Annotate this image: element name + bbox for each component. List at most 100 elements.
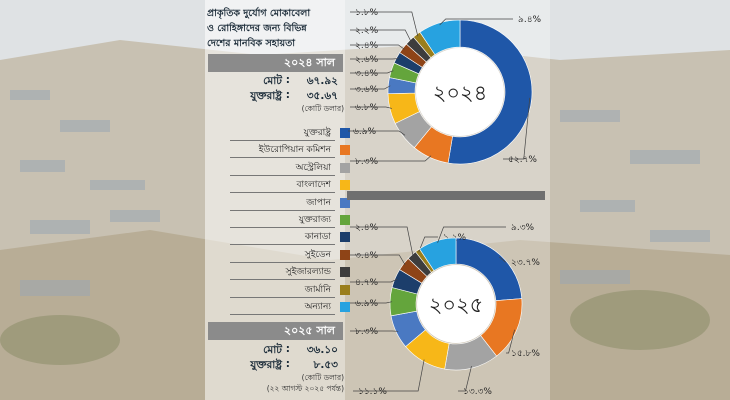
slice-value-label: ৬.৯% xyxy=(353,127,377,137)
legend-swatch xyxy=(340,215,350,225)
donut-center-2025 xyxy=(417,265,495,343)
legend-item: সুইডেন xyxy=(230,247,350,263)
legend-swatch xyxy=(340,128,350,138)
year-2024-header: ২০২৪ সাল xyxy=(208,54,343,72)
slice-leader-line xyxy=(353,359,425,392)
legend-swatch xyxy=(340,197,350,208)
legend-item: অন্যান্য xyxy=(230,299,350,315)
donut-slice xyxy=(419,237,457,272)
legend-swatch xyxy=(340,302,350,312)
legend-swatch xyxy=(340,284,350,295)
colon-separator: : xyxy=(285,89,290,101)
unit-note-2025: (কোটি ডলার) xyxy=(301,373,344,382)
slice-leader-line xyxy=(350,155,432,162)
slice-leader-line xyxy=(503,97,531,160)
slice-leader-line xyxy=(458,366,472,392)
slice-leader-line xyxy=(437,226,506,243)
slice-value-label: ২৩.৭% xyxy=(511,258,540,268)
colon-separator: : xyxy=(285,74,290,86)
legend-label: অন্যান্য xyxy=(304,302,331,312)
slice-value-label: ৮.৩% xyxy=(355,157,379,167)
slice-value-label: ১৩.৩% xyxy=(463,387,492,397)
slice-leader-line xyxy=(350,29,412,43)
slice-leader-line xyxy=(350,226,414,257)
legend-item: যুক্তরাজ্য xyxy=(230,212,350,228)
legend-label: সুইজারল্যান্ড xyxy=(285,267,331,278)
legend-leader-line xyxy=(230,261,335,263)
legend-swatch xyxy=(340,232,350,243)
legend-item: সুইজারল্যান্ড xyxy=(230,264,350,281)
legend-leader-line xyxy=(230,279,335,281)
slice-value-label: ৬.৯% xyxy=(355,299,379,309)
legend-leader-line xyxy=(230,296,335,298)
legend-item: জার্মানি xyxy=(230,282,350,298)
slice-value-label: ৫২.৭% xyxy=(508,155,537,165)
slice-leader-line xyxy=(499,256,506,263)
us-value: ৩৫.৬৭ xyxy=(306,90,338,102)
donut-slice xyxy=(419,19,461,56)
slice-value-label: ২.৪% xyxy=(355,223,379,233)
total-value: ৬৭.৯২ xyxy=(306,75,338,87)
us-label: যুক্তরাষ্ট্র xyxy=(250,359,282,371)
slice-value-label: ১.৮% xyxy=(355,8,379,18)
legend-leader-line xyxy=(230,157,335,159)
total-value: ৩৬.১০ xyxy=(306,344,338,356)
legend-leader-line xyxy=(230,174,335,176)
legend-label: জার্মানি xyxy=(304,284,331,295)
legend-label: যুক্তরাষ্ট্র xyxy=(303,128,331,138)
legend-leader-line xyxy=(230,244,335,246)
unit-note-2024: (কোটি ডলার) xyxy=(301,104,344,113)
legend-leader-line xyxy=(230,209,335,211)
legend-swatch xyxy=(340,249,350,260)
us-value: ৮.৫৩ xyxy=(313,359,338,371)
us-label: যুক্তরাষ্ট্র xyxy=(250,90,282,102)
legend-item: জাপান xyxy=(230,195,350,211)
colon-separator: : xyxy=(285,358,290,370)
legend-leader-line xyxy=(230,314,335,315)
section-divider xyxy=(347,191,545,200)
slice-value-label: ৯.৩% xyxy=(511,223,535,233)
slice-leader-line xyxy=(350,85,391,90)
slice-leader-line xyxy=(350,301,393,304)
title-line: দেশের মানবিক সহায়তা xyxy=(207,38,295,49)
slice-leader-line xyxy=(418,236,438,253)
legend-label: সুইডেন xyxy=(304,249,331,260)
slice-value-label: ২.৬% xyxy=(355,55,379,65)
slice-leader-line xyxy=(439,18,513,26)
total-label: মোট xyxy=(263,344,282,356)
slice-value-label: ৪.৭% xyxy=(355,278,379,288)
slice-leader-line xyxy=(350,278,398,283)
slice-leader-line xyxy=(350,70,394,74)
slice-value-label: ৩.৪% xyxy=(355,251,379,261)
slice-leader-line xyxy=(350,254,406,266)
date-note-2025: (২২ আগস্ট ২০২৫ পর্যন্ত) xyxy=(266,384,344,393)
legend-label: ইউরোপিয়ান কমিশন xyxy=(258,145,331,156)
slice-value-label: ৩.৪% xyxy=(355,69,379,79)
title-line: প্রাকৃতিক দুর্যোগ মোকাবেলা xyxy=(207,8,311,19)
donut-year-label: ২০২৪ xyxy=(433,81,488,105)
donut-year-label: ২০২৫ xyxy=(429,293,484,317)
legend-label: বাংলাদেশ xyxy=(296,180,331,191)
legend-label: অস্ট্রেলিয়া xyxy=(295,162,331,173)
slice-value-label: ৬.৮% xyxy=(355,103,379,113)
donut-slice xyxy=(447,19,533,165)
legend-swatch xyxy=(340,145,350,156)
legend-label: জাপান xyxy=(306,197,331,208)
title-line: ও রোহিঙ্গাদের জন্য বিভিন্ন xyxy=(207,23,307,34)
donut-center-2024 xyxy=(416,48,504,136)
colon-separator: : xyxy=(285,343,290,355)
legend-item: বাংলাদেশ xyxy=(230,177,350,194)
legend-swatch xyxy=(340,267,350,278)
slice-value-label: ৯.৪% xyxy=(518,15,542,25)
slice-leader-line xyxy=(506,329,515,354)
slice-value-label: ২.২% xyxy=(355,26,379,36)
slice-leader-line xyxy=(350,11,419,37)
legend-item: কানাডা xyxy=(230,229,350,246)
slice-value-label: ১১.১% xyxy=(358,387,387,397)
legend-item: যুক্তরাষ্ট্র xyxy=(230,125,350,141)
slice-leader-line xyxy=(348,130,406,136)
legend-swatch xyxy=(340,162,350,173)
slice-value-label: ৩.৬% xyxy=(355,85,379,95)
